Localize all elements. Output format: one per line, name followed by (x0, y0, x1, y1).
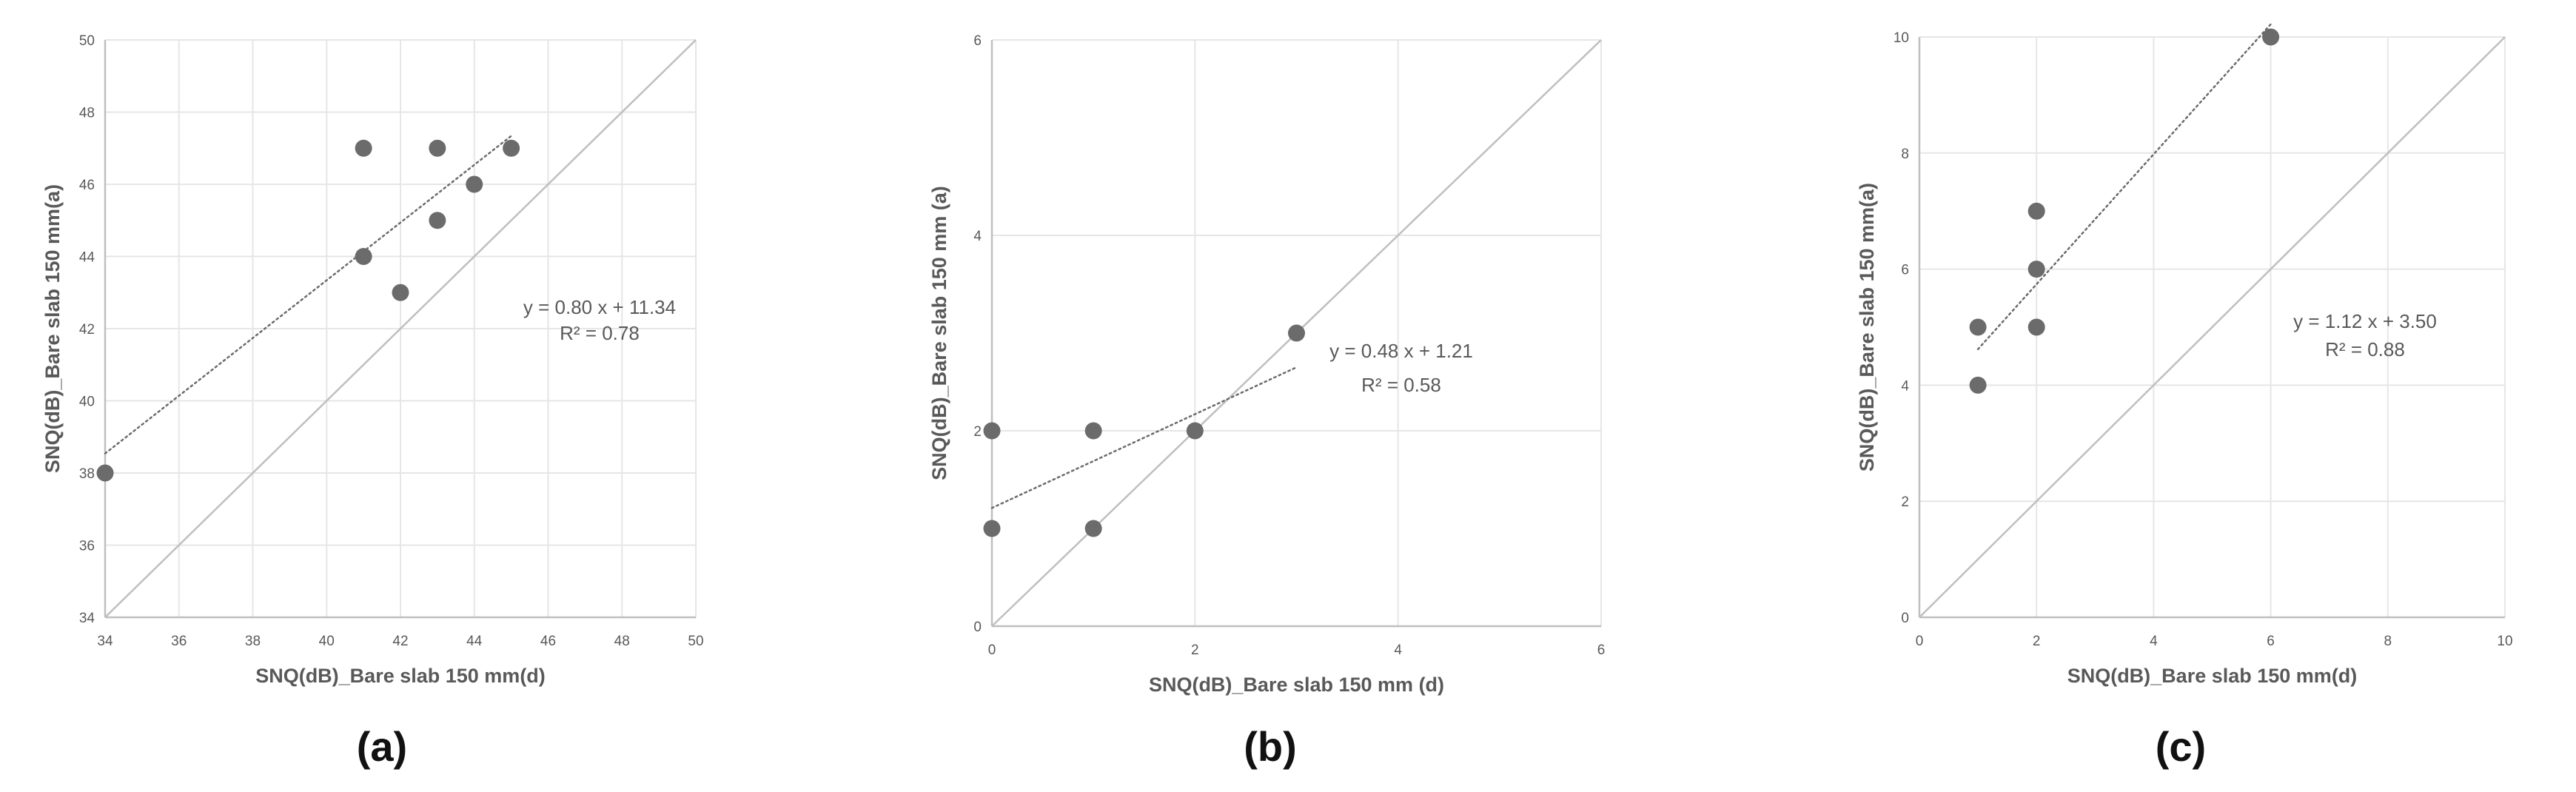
data-point (1084, 422, 1102, 440)
r-squared-value: R² = 0.58 (1361, 374, 1441, 396)
scatter-panel-b: 0 2 4 6 0 2 4 6 y = 0.48 x + 1.21 R² = 0.58 SNQ(dB… (928, 33, 1605, 770)
y-tick-label: 34 (79, 611, 95, 626)
y-tick-label: 4 (1901, 378, 1909, 394)
data-point (355, 139, 372, 157)
y-tick-label: 0 (1901, 611, 1909, 626)
data-point (96, 464, 114, 482)
data-point (429, 139, 446, 157)
reference-line-y-equals-x (104, 39, 697, 618)
data-point (1186, 422, 1204, 440)
panel-label: (c) (2156, 723, 2206, 770)
x-tick-label: 8 (2384, 634, 2392, 649)
y-tick-label: 44 (79, 250, 95, 266)
trendline (990, 366, 1298, 509)
regression-equation: y = 0.48 x + 1.21 (1329, 340, 1473, 362)
x-tick-label: 44 (466, 634, 483, 649)
y-tick-label: 36 (79, 539, 95, 554)
y-tick-label: 6 (1901, 263, 1909, 278)
regression-equation: y = 0.80 x + 11.34 (523, 296, 676, 318)
x-tick-label: 38 (245, 634, 261, 649)
y-tick-label: 40 (79, 395, 95, 410)
x-axis-title: SNQ(dB)_Bare slab 150 mm(d) (2067, 665, 2358, 687)
y-tick-label: 42 (79, 322, 95, 338)
data-point (429, 212, 446, 229)
data-point (2262, 28, 2280, 46)
x-tick-label: 0 (1916, 634, 1924, 649)
scatter-panel-a: 34 36 38 40 42 44 46 48 50 34 36 38 40 42 44 46 48 50 y = … (41, 33, 704, 770)
y-axis-title: SNQ(dB)_Bare slab 150 mm (a) (928, 186, 950, 480)
r-squared-value: R² = 0.88 (2325, 338, 2405, 360)
data-point (1969, 376, 1987, 394)
x-tick-label: 36 (171, 634, 187, 649)
data-point (466, 175, 483, 193)
x-tick-label: 48 (614, 634, 630, 649)
y-tick-label: 0 (973, 620, 982, 635)
data-point (503, 139, 520, 157)
y-tick-label: 48 (79, 106, 95, 121)
y-tick-label: 8 (1901, 147, 1909, 162)
data-point (983, 520, 1001, 537)
x-tick-label: 6 (2267, 634, 2275, 649)
x-tick-label: 40 (319, 634, 335, 649)
data-point (1969, 318, 1987, 336)
data-point (1084, 520, 1102, 537)
y-axis-title: SNQ(dB)_Bare slab 150 mm(a) (1856, 183, 1878, 471)
x-tick-label: 2 (1191, 642, 1199, 658)
x-tick-label: 2 (2033, 634, 2041, 649)
data-point (983, 422, 1001, 440)
x-tick-label: 4 (2150, 634, 2158, 649)
x-tick-label: 34 (97, 634, 113, 649)
x-axis-title: SNQ(dB)_Bare slab 150 mm(d) (255, 665, 546, 687)
data-point (2027, 318, 2045, 336)
regression-equation: y = 1.12 x + 3.50 (2293, 310, 2437, 332)
y-tick-label: 38 (79, 466, 95, 482)
data-point (392, 283, 409, 301)
y-tick-label: 4 (973, 229, 982, 244)
panel-label: (a) (357, 723, 407, 770)
y-tick-label: 46 (79, 178, 95, 193)
reference-line-y-equals-x (1919, 36, 2506, 618)
y-tick-label: 2 (1901, 494, 1909, 510)
y-tick-label: 10 (1894, 30, 1909, 46)
x-tick-label: 42 (392, 634, 408, 649)
data-point (2027, 202, 2045, 220)
x-tick-label: 0 (988, 642, 996, 658)
trendline (1976, 23, 2272, 351)
data-point (1288, 324, 1305, 342)
panel-label: (b) (1244, 723, 1297, 770)
r-squared-value: R² = 0.78 (560, 322, 640, 344)
x-tick-label: 10 (2497, 634, 2512, 649)
y-tick-label: 6 (973, 33, 982, 49)
x-tick-label: 4 (1394, 642, 1402, 658)
trendline (104, 135, 512, 454)
x-tick-label: 50 (688, 634, 703, 649)
y-tick-label: 50 (79, 33, 95, 49)
x-tick-label: 6 (1597, 642, 1606, 658)
y-tick-label: 2 (973, 424, 982, 440)
data-point (355, 248, 372, 265)
x-axis-title: SNQ(dB)_Bare slab 150 mm (d) (1149, 674, 1444, 696)
scatter-panel-c: 0 2 4 6 8 10 0 2 4 6 8 10 y = 1.12 x + 3.50 R² = 0.88… (1856, 23, 2513, 770)
x-tick-label: 46 (540, 634, 556, 649)
data-point (2027, 261, 2045, 278)
y-axis-title: SNQ(dB)_Bare slab 150 mm(a) (41, 184, 64, 473)
